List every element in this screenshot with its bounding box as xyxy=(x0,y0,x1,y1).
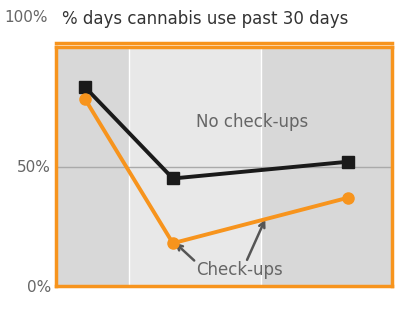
Bar xyxy=(260,47,392,286)
Text: Check-ups: Check-ups xyxy=(196,261,283,279)
Bar xyxy=(56,47,129,286)
Bar xyxy=(129,47,260,286)
Text: % days cannabis use past 30 days: % days cannabis use past 30 days xyxy=(62,10,348,28)
Text: 100%: 100% xyxy=(4,10,48,25)
Text: No check-ups: No check-ups xyxy=(196,113,308,131)
